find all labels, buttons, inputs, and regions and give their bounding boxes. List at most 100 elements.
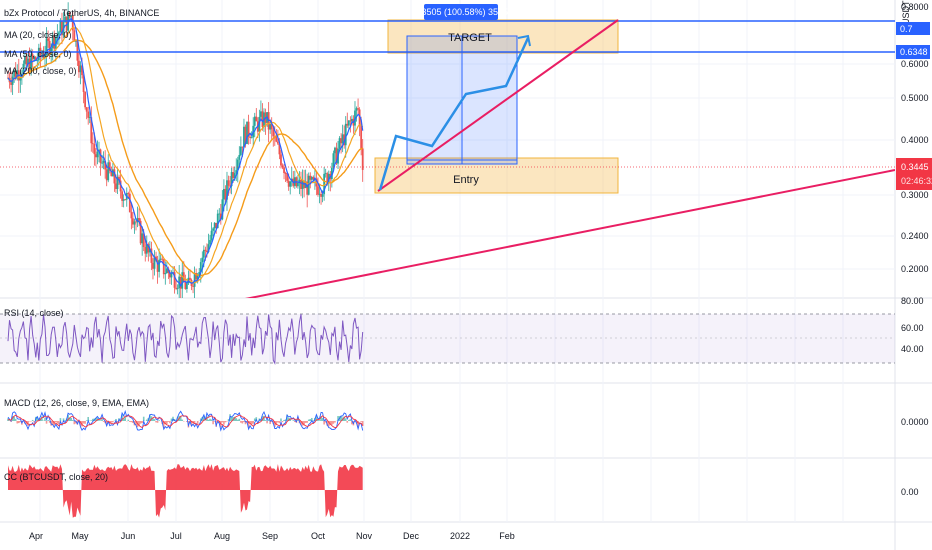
macd-bar (280, 418, 282, 421)
candle-body (219, 213, 222, 220)
candle-body (176, 288, 179, 289)
time-tick: Nov (356, 531, 373, 541)
price-tick: 0.4000 (901, 135, 929, 145)
candle-body (148, 248, 151, 253)
candle-body (124, 199, 127, 201)
price-tick-top: 0.8000 (901, 2, 929, 12)
candle-body (79, 65, 82, 73)
candle-body (235, 170, 238, 174)
trend-line-lower[interactable] (240, 169, 895, 300)
macd-bar (181, 419, 184, 421)
macd-legend[interactable]: MACD (12, 26, close, 9, EMA, EMA) (4, 398, 150, 408)
macd-bar (250, 421, 253, 425)
candle-body (25, 56, 28, 65)
candle-body (206, 250, 208, 253)
time-tick: May (71, 531, 89, 541)
macd-bar (22, 421, 25, 422)
macd-bar (306, 421, 308, 423)
candle-body (343, 134, 346, 146)
candle-body (90, 117, 93, 144)
countdown: 02:46:32 (901, 176, 932, 186)
candle-body (250, 137, 253, 139)
macd-bar (281, 421, 284, 423)
candle-body (258, 116, 261, 132)
candle-body (312, 177, 315, 180)
candle-body (70, 15, 73, 18)
candle-body (181, 272, 184, 289)
ma-50-legend[interactable]: MA (50, close, 0) (4, 49, 72, 59)
cc-pane[interactable]: 0.00 (8, 464, 919, 518)
time-tick: Feb (499, 531, 515, 541)
macd-bar (87, 416, 89, 421)
macd-bar (41, 416, 43, 421)
level-tag-upper: 0.7 (900, 24, 913, 34)
candle-body (165, 268, 168, 274)
candle-body (48, 40, 51, 55)
macd-bar (121, 414, 123, 421)
trend-line-upper[interactable] (377, 19, 619, 192)
macd-bar (209, 418, 211, 421)
macd-bar (186, 421, 188, 422)
candle-body (354, 110, 356, 126)
rsi-pane[interactable]: 80.00 60.00 40.00 (0, 296, 924, 366)
ma-50-line (7, 26, 364, 284)
candle-body (198, 272, 201, 275)
candle-body (360, 125, 363, 149)
macd-pane[interactable]: 0.0000 (7, 409, 929, 432)
price-axis[interactable]: 0.8000 0.6000 0.5000 0.4000 0.3000 0.240… (896, 0, 932, 274)
ma-20-legend[interactable]: MA (20, close, 0) (4, 30, 72, 40)
macd-bar (294, 421, 296, 423)
macd-bar (223, 421, 225, 425)
time-axis[interactable]: Apr May Jun Jul Aug Sep Oct Nov Dec 2022… (29, 531, 515, 541)
candle-body (19, 77, 22, 81)
time-tick: Jul (170, 531, 182, 541)
candle-body (307, 175, 310, 195)
candle-body (347, 120, 350, 126)
projection-path[interactable] (378, 37, 530, 191)
level-tag-lower: 0.6348 (900, 47, 928, 57)
macd-bar (164, 421, 167, 425)
candle-body (85, 107, 88, 112)
ma-200-legend[interactable]: MA (200, close, 0) (4, 66, 77, 76)
candle-body (280, 154, 282, 166)
candle-body (162, 259, 165, 275)
macd-bar (227, 419, 230, 421)
macd-bar (329, 421, 332, 426)
macd-bar (64, 420, 66, 421)
candle-body (102, 160, 105, 163)
candle-body (355, 108, 358, 111)
time-tick: Aug (214, 531, 230, 541)
price-pane[interactable] (0, 2, 895, 300)
measure-label: 0.3505 (100.58%) 3505 (414, 7, 508, 17)
macd-bar (247, 421, 250, 428)
symbol-title[interactable]: bZx Protocol / TetherUS, 4h, BINANCE (4, 8, 160, 18)
macd-bar (278, 421, 281, 424)
candle-body (104, 160, 107, 170)
candle-body (78, 60, 80, 73)
macd-bar (145, 419, 148, 421)
candle-body (281, 165, 284, 168)
candle-body (215, 222, 218, 229)
macd-bar (289, 418, 292, 421)
candle-body (141, 233, 144, 244)
macd-bar (196, 421, 199, 424)
macd-bar (130, 421, 133, 423)
macd-bar (51, 421, 54, 425)
rsi-legend[interactable]: RSI (14, close) (4, 308, 64, 318)
candle-body (93, 144, 96, 155)
macd-bar (124, 416, 127, 421)
macd-bar (243, 421, 245, 423)
cc-legend[interactable]: CC (BTCUSDT, close, 20) (4, 472, 109, 482)
grid-lines (0, 0, 895, 522)
candle-body (37, 47, 40, 61)
macd-bar (179, 415, 182, 421)
candle-body (232, 172, 235, 179)
candle-body (34, 57, 37, 61)
candle-body (260, 111, 262, 117)
macd-bar (235, 418, 238, 421)
macd-signal-line (7, 414, 364, 429)
candle-body (202, 249, 205, 258)
price-tick: 0.2400 (901, 231, 929, 241)
macd-bar (212, 421, 214, 425)
